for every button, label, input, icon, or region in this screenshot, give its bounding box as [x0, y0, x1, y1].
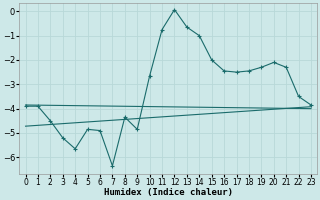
X-axis label: Humidex (Indice chaleur): Humidex (Indice chaleur): [104, 188, 233, 197]
